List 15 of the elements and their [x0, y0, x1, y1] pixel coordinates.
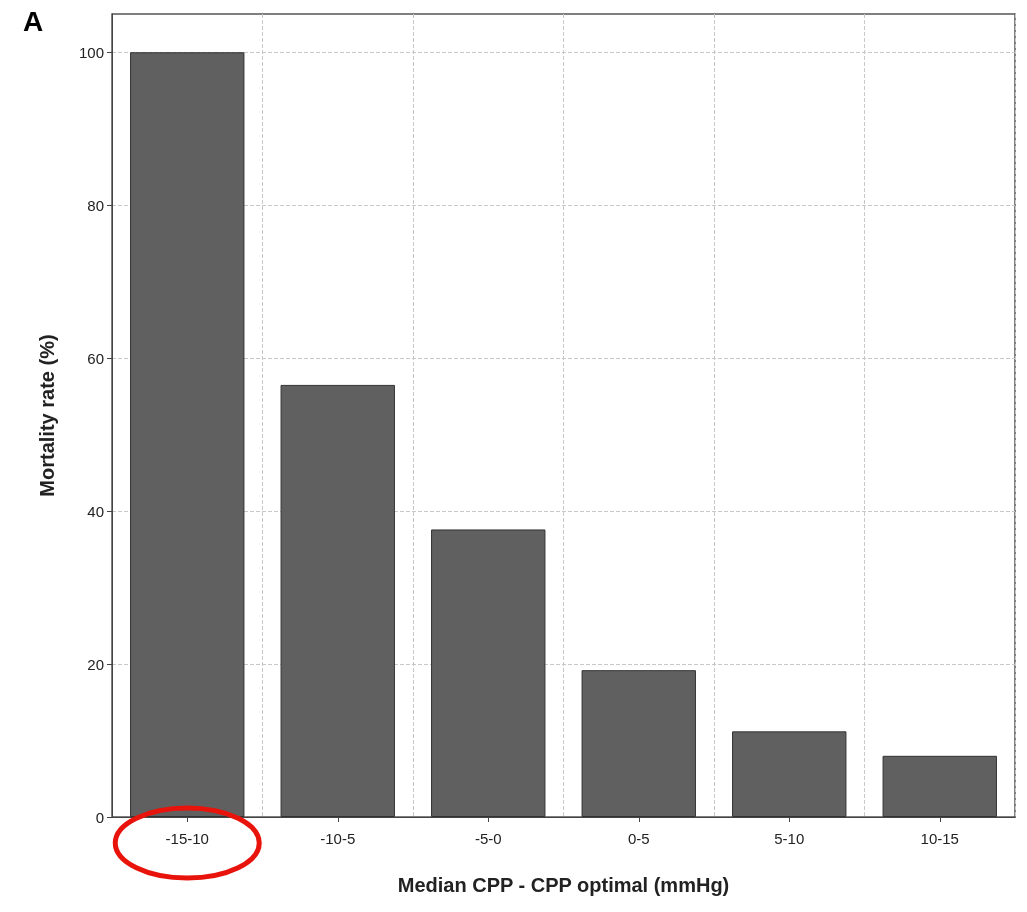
y-axis-title: Mortality rate (%) — [36, 334, 58, 497]
chart-title: A — [23, 5, 44, 37]
y-tick-label: 40 — [87, 502, 104, 520]
x-tick-label: 0-5 — [627, 830, 650, 847]
x-tick-label: 10-15 — [920, 830, 959, 847]
y-tick-label: 0 — [95, 808, 104, 826]
y-tick-label: 80 — [87, 196, 104, 214]
x-tick-label: 5-10 — [774, 830, 805, 847]
y-tick-label: 60 — [87, 349, 104, 367]
x-tick-label: -10-5 — [320, 830, 356, 847]
y-tick-label: 100 — [78, 43, 104, 61]
x-tick-label: -5-0 — [474, 830, 502, 847]
y-tick-label: 20 — [87, 655, 104, 673]
x-axis-title: Median CPP - CPP optimal (mmHg) — [397, 874, 730, 896]
x-tick-label: -15-10 — [165, 830, 209, 847]
